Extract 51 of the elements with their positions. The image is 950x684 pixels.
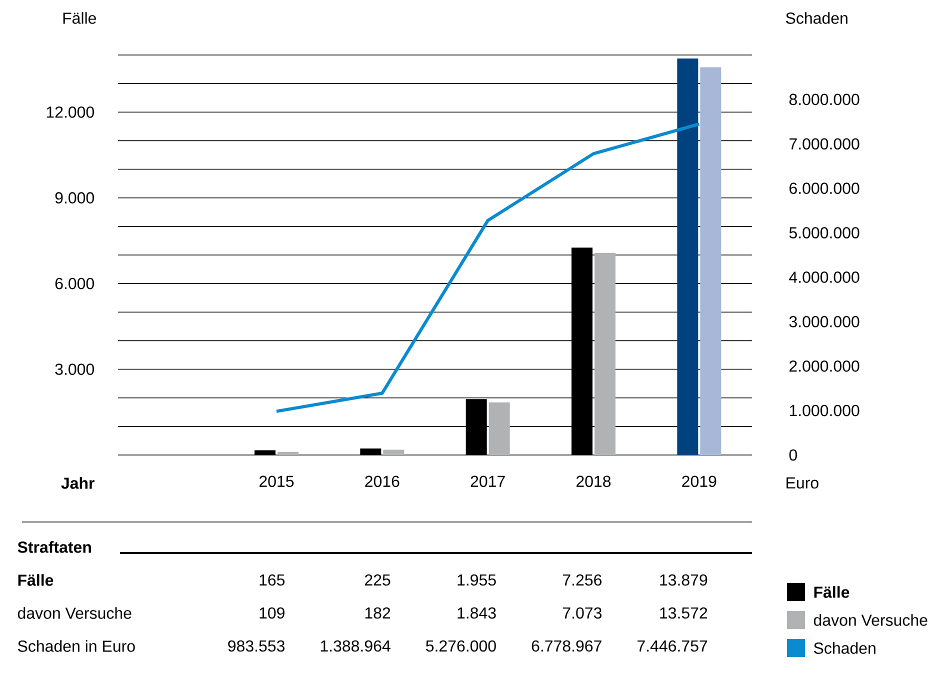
- data-label: 7.073: [562, 607, 602, 619]
- bar: [488, 402, 510, 455]
- data-label: 225: [364, 574, 390, 586]
- text: Euro: [786, 477, 818, 489]
- y-axis-title: Fälle: [63, 12, 96, 24]
- data-label: 13.879: [660, 574, 708, 586]
- y2-tick-label: 2.000.000: [790, 360, 860, 372]
- y2-tick-label: 0: [789, 449, 797, 461]
- y-tick-label: 9.000: [55, 192, 94, 204]
- x-tick-label: 2016: [365, 476, 400, 488]
- y2-tick-label: 1.000.000: [790, 404, 860, 416]
- legend-label: Schaden: [814, 642, 876, 654]
- text: Schaden in Euro: [18, 640, 135, 652]
- data-label: 1.843: [458, 607, 496, 619]
- x-tick-label: 2017: [470, 476, 505, 488]
- data-label: 983.553: [228, 640, 285, 652]
- data-label: 13.572: [660, 607, 708, 619]
- data-label: 5.276.000: [426, 640, 496, 652]
- data-label: 6.778.967: [532, 640, 602, 652]
- data-label: 182: [365, 607, 390, 619]
- y2-axis-title: Schaden: [786, 12, 848, 24]
- legend-label: Fälle: [814, 586, 850, 598]
- data-label: 165: [260, 574, 285, 586]
- bar: [277, 452, 298, 455]
- text: davon Versuche: [18, 607, 132, 619]
- x-axis-title: Jahr: [61, 477, 94, 489]
- x-tick-label: 2018: [576, 476, 611, 488]
- text: Fälle: [18, 574, 54, 586]
- data-label: 7.446.757: [638, 640, 708, 652]
- bar: [383, 450, 404, 455]
- y2-tick-label: 8.000.000: [789, 94, 860, 106]
- y-tick-label: 3.000: [55, 364, 94, 375]
- y2-tick-label: 4.000.000: [789, 272, 860, 283]
- data-label: 1.388.964: [320, 640, 390, 652]
- x-tick-label: 2019: [682, 476, 716, 488]
- legend-label: davon Versuche: [814, 614, 928, 626]
- data-label: 1.955: [458, 574, 496, 586]
- y-tick-label: 6.000: [55, 278, 94, 290]
- bar: [700, 67, 722, 455]
- data-label: 109: [260, 607, 284, 619]
- y-tick-label: 12.000: [46, 106, 94, 118]
- line-series: [274, 122, 701, 413]
- bar: [594, 252, 616, 455]
- text: Straftaten: [18, 541, 91, 553]
- y2-tick-label: 6.000.000: [790, 182, 860, 194]
- y2-tick-label: 7.000.000: [790, 138, 860, 150]
- data-label: 7.256: [562, 574, 602, 586]
- bar: [677, 58, 698, 455]
- y2-tick-label: 3.000.000: [789, 316, 860, 328]
- y2-tick-label: 5.000.000: [789, 227, 860, 238]
- x-tick-label: 2015: [260, 476, 294, 488]
